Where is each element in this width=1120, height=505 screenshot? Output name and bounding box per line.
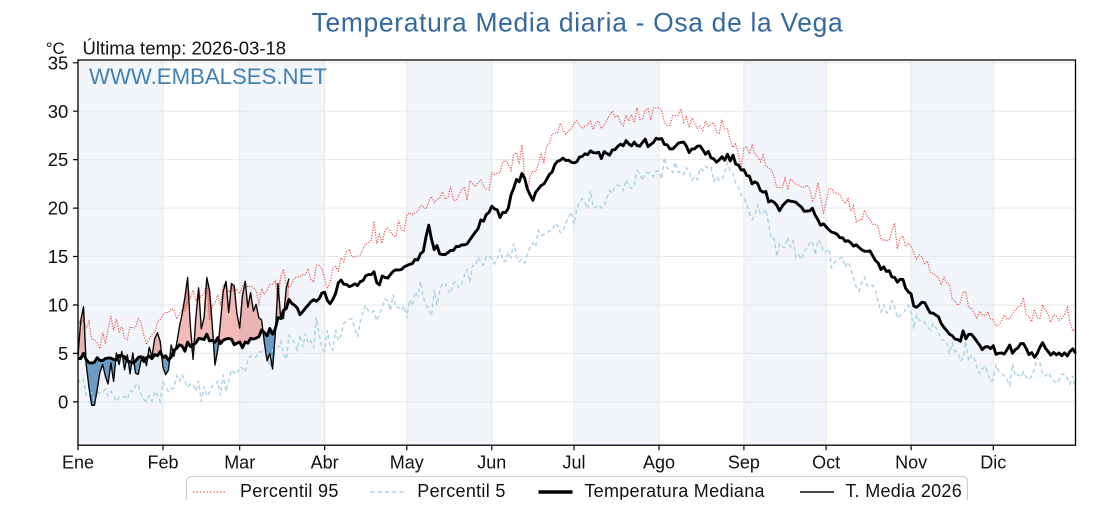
svg-text:25: 25 bbox=[48, 149, 69, 170]
svg-text:Oct: Oct bbox=[812, 453, 840, 473]
svg-text:Sep: Sep bbox=[728, 453, 760, 473]
svg-text:May: May bbox=[390, 453, 424, 473]
svg-text:Dic: Dic bbox=[980, 453, 1006, 473]
svg-text:Ago: Ago bbox=[643, 453, 675, 473]
svg-text:5: 5 bbox=[58, 343, 68, 364]
svg-text:Jul: Jul bbox=[562, 453, 585, 473]
svg-text:35: 35 bbox=[48, 52, 69, 73]
svg-text:Percentil 95: Percentil 95 bbox=[240, 481, 339, 500]
svg-text:T. Media 2026: T. Media 2026 bbox=[845, 481, 962, 500]
svg-text:°C: °C bbox=[46, 39, 65, 58]
svg-text:Temperatura Media diaria - Osa: Temperatura Media diaria - Osa de la Veg… bbox=[312, 8, 844, 38]
svg-text:0: 0 bbox=[58, 392, 68, 413]
svg-text:Percentil 5: Percentil 5 bbox=[417, 481, 505, 500]
svg-text:Jun: Jun bbox=[477, 453, 506, 473]
svg-text:Feb: Feb bbox=[147, 453, 178, 473]
svg-text:10: 10 bbox=[48, 295, 69, 316]
svg-text:20: 20 bbox=[48, 198, 69, 219]
svg-text:15: 15 bbox=[48, 246, 69, 267]
svg-text:Última temp: 2026-03-18: Última temp: 2026-03-18 bbox=[83, 37, 287, 58]
svg-text:Mar: Mar bbox=[224, 453, 255, 473]
svg-text:Ene: Ene bbox=[62, 453, 94, 473]
svg-text:Temperatura Mediana: Temperatura Mediana bbox=[584, 481, 765, 500]
svg-text:Abr: Abr bbox=[311, 453, 339, 473]
svg-text:30: 30 bbox=[48, 101, 69, 122]
svg-text:Nov: Nov bbox=[895, 453, 927, 473]
svg-text:WWW.EMBALSES.NET: WWW.EMBALSES.NET bbox=[89, 64, 327, 89]
